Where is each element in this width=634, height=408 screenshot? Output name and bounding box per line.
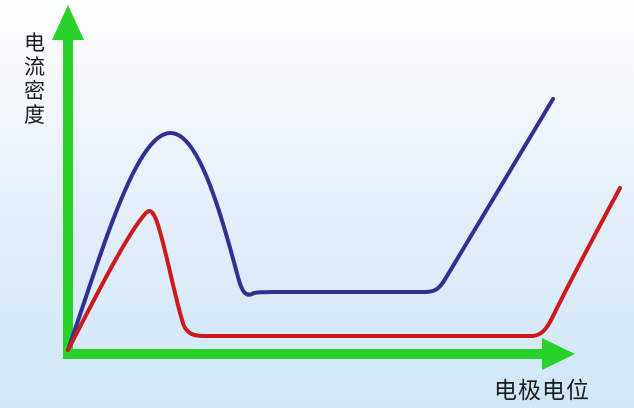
red-polarization-curve <box>66 186 622 352</box>
blue-polarization-curve <box>66 97 555 352</box>
y-axis-label: 电流密度 <box>24 31 46 127</box>
y-axis <box>52 5 84 358</box>
x-axis <box>63 338 575 370</box>
y-axis-arrowhead-icon <box>52 5 84 40</box>
y-axis-line <box>63 30 73 358</box>
x-axis-label: 电极电位 <box>494 378 590 404</box>
x-axis-line <box>63 349 545 359</box>
x-axis-arrowhead-icon <box>542 338 575 370</box>
